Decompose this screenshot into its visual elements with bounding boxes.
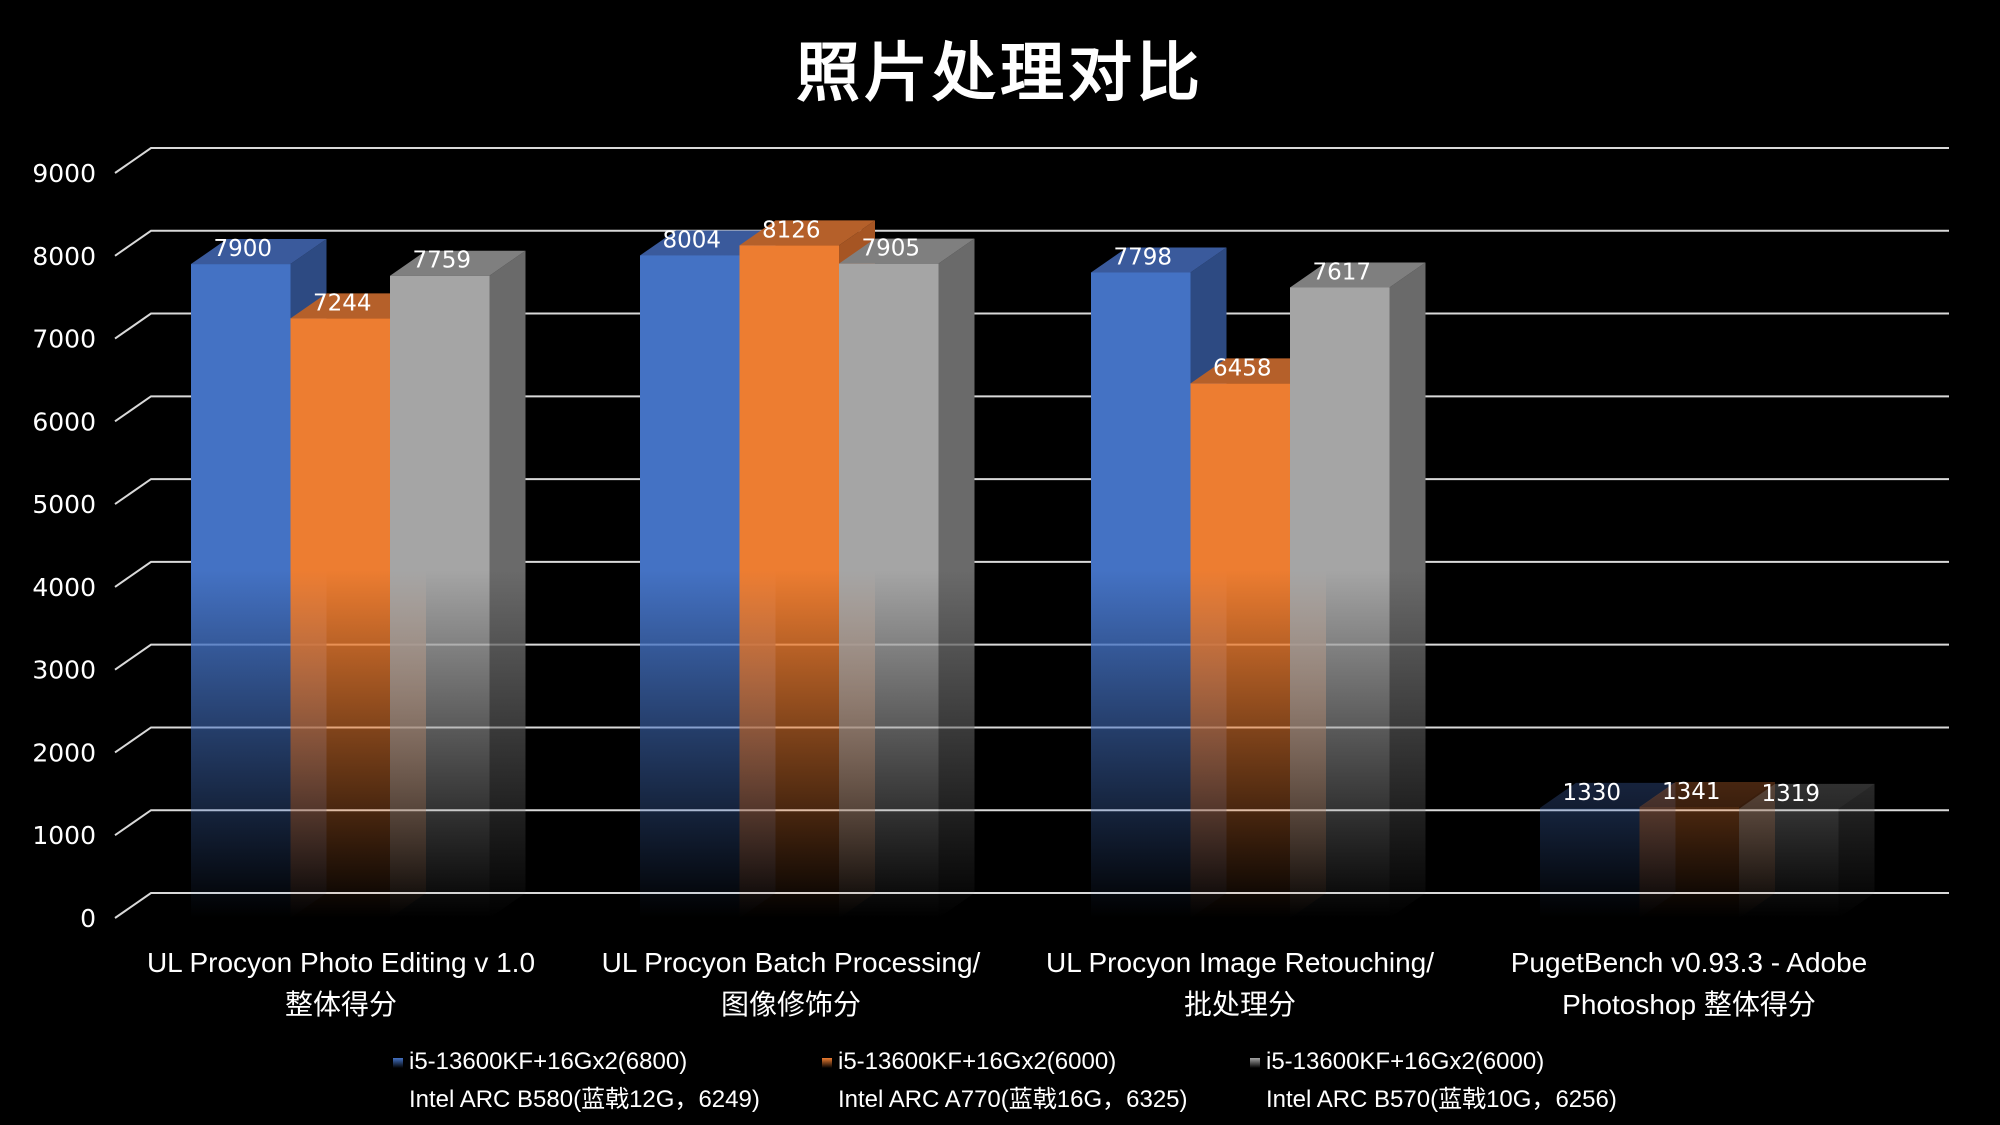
data-label: 1330 (1562, 780, 1621, 806)
legend-swatch (822, 1057, 832, 1068)
x-tick-label-line: UL Procyon Batch Processing/ (601, 947, 981, 978)
bar (390, 275, 490, 918)
data-label: 1341 (1662, 779, 1721, 805)
x-tick-label-line: UL Procyon Image Retouching/ (1045, 947, 1435, 978)
bar (1540, 807, 1640, 918)
bar (1739, 808, 1839, 918)
legend-item: i5-13600KF+16Gx2(6000) Intel ARC B570(蓝戟1… (1250, 1043, 1617, 1119)
legend-item: i5-13600KF+16Gx2(6800) Intel ARC B580(蓝戟1… (393, 1043, 760, 1119)
bar-top (739, 220, 875, 246)
legend-label: i5-13600KF+16Gx2(6000) (1266, 1048, 1545, 1075)
bar (839, 263, 939, 918)
bar-top (839, 238, 975, 264)
legend-item: i5-13600KF+16Gx2(6000) Intel ARC A770(蓝戟1… (822, 1043, 1188, 1119)
bar (191, 264, 291, 918)
data-label: 8004 (662, 227, 721, 253)
gridline (114, 229, 1949, 257)
gridline (114, 147, 1949, 174)
x-tick-label-line: PugetBench v0.93.3 - Adobe (1510, 947, 1868, 978)
data-label: 7798 (1113, 244, 1172, 270)
legend-swatch (1250, 1057, 1260, 1068)
bar-side (1838, 783, 1875, 918)
bar (640, 255, 740, 919)
bar-top (1739, 783, 1875, 809)
bar-top (1091, 247, 1227, 273)
y-tick-label: 1000 (32, 821, 96, 850)
bar (1190, 383, 1290, 918)
legend-label: Intel ARC B580(蓝戟12G，6249) (409, 1086, 760, 1113)
x-tick-label-line: Photoshop 整体得分 (1562, 989, 1816, 1020)
y-tick-label: 5000 (32, 490, 96, 519)
bar-side (938, 238, 975, 918)
legend-label: Intel ARC A770(蓝戟16G，6325) (838, 1086, 1188, 1113)
legend-label: i5-13600KF+16Gx2(6000) (838, 1048, 1117, 1075)
y-tick-label: 9000 (32, 159, 96, 188)
x-tick-label: UL Procyon Batch Processing/图像修饰分 (571, 942, 1011, 1026)
bar-top (390, 250, 526, 276)
y-tick-label: 3000 (32, 656, 96, 685)
data-label: 6458 (1213, 355, 1272, 381)
y-tick-label: 4000 (32, 573, 96, 602)
data-label: 7905 (861, 236, 920, 262)
legend-label: Intel ARC B570(蓝戟10G，6256) (1266, 1086, 1617, 1113)
x-tick-label: UL Procyon Photo Editing v 1.0 整体得分 (121, 942, 561, 1026)
y-tick-label: 6000 (32, 407, 96, 436)
bar-side (1389, 262, 1426, 918)
bar (739, 245, 839, 918)
bar (290, 318, 390, 918)
bar (1091, 272, 1191, 918)
legend-label: i5-13600KF+16Gx2(6800) (409, 1048, 688, 1075)
data-label: 7759 (412, 248, 471, 274)
bar-top (191, 239, 327, 265)
data-label: 7617 (1312, 259, 1371, 285)
data-label: 7244 (313, 290, 372, 316)
x-tick-label-line: 批处理分 (1183, 989, 1296, 1020)
bar (1639, 806, 1739, 918)
bar-top (1540, 782, 1676, 808)
bar-top (1639, 781, 1775, 807)
y-tick-label: 2000 (32, 738, 96, 767)
x-tick-label: UL Procyon Image Retouching/批处理分 (1020, 942, 1460, 1026)
chart-title: 照片处理对比 (796, 37, 1204, 111)
y-tick-label: 0 (80, 904, 96, 933)
legend-swatch (393, 1057, 403, 1068)
y-tick-label: 8000 (32, 242, 96, 271)
data-label: 8126 (762, 217, 821, 243)
x-tick-label-line: UL Procyon Photo Editing v 1.0 (146, 947, 536, 978)
x-tick-label: PugetBench v0.93.3 - Adobe Photoshop 整体得分 (1469, 942, 1909, 1026)
data-label: 1319 (1761, 781, 1820, 807)
y-tick-label: 7000 (32, 325, 96, 354)
bar (1290, 287, 1390, 918)
bar-top (1290, 262, 1426, 288)
bar-side (489, 250, 526, 918)
x-tick-label-line: 图像修饰分 (720, 989, 861, 1020)
x-tick-label-line: 整体得分 (284, 989, 397, 1020)
data-label: 7900 (213, 236, 272, 262)
